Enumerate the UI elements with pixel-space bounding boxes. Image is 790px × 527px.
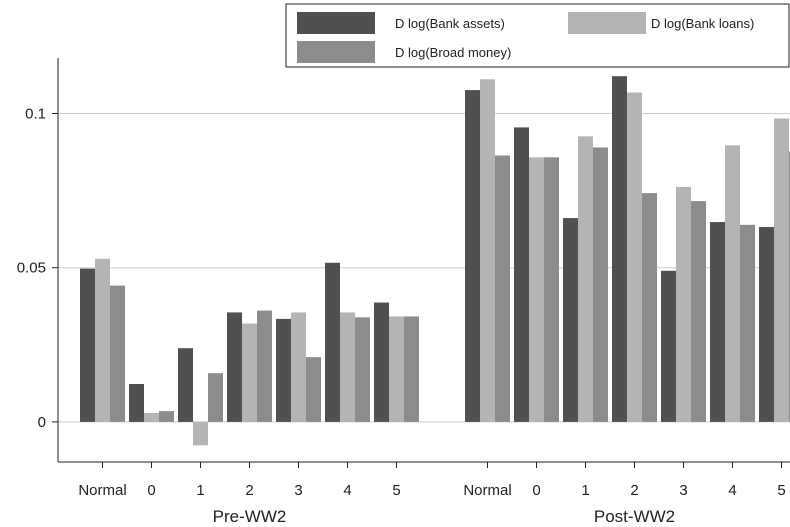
bar bbox=[110, 285, 125, 422]
bar bbox=[374, 302, 389, 422]
bar bbox=[480, 79, 495, 422]
bars bbox=[80, 76, 790, 446]
bar bbox=[612, 76, 627, 422]
y-tick-label: 0.1 bbox=[25, 106, 46, 123]
bar bbox=[325, 262, 340, 422]
y-axis-ticks: 0 0.05 0.1 bbox=[17, 106, 58, 431]
bar bbox=[774, 118, 789, 422]
bar bbox=[355, 317, 370, 422]
x-tick-label: 1 bbox=[581, 482, 589, 499]
legend-label: D log(Bank loans) bbox=[651, 16, 754, 31]
bar bbox=[257, 310, 272, 422]
bar bbox=[129, 383, 144, 422]
bar bbox=[291, 312, 306, 422]
bar bbox=[495, 155, 510, 422]
x-tick-label: 1 bbox=[196, 482, 204, 499]
bar bbox=[178, 348, 193, 422]
bar bbox=[227, 312, 242, 422]
x-tick-label: 2 bbox=[245, 482, 253, 499]
legend-swatch bbox=[568, 12, 646, 34]
bar bbox=[627, 92, 642, 422]
legend: D log(Bank assets) D log(Bank loans) D log… bbox=[285, 3, 790, 68]
bar bbox=[80, 268, 95, 422]
bar bbox=[725, 145, 740, 422]
bar bbox=[529, 157, 544, 422]
x-axis-category-labels: Normal 0 1 2 3 4 5 Normal 0 1 2 3 4 5 bbox=[78, 462, 786, 499]
x-tick-label: 3 bbox=[679, 482, 687, 499]
bar bbox=[95, 258, 110, 422]
x-axis-group-labels: Pre-WW2 Post-WW2 bbox=[213, 507, 675, 526]
bar bbox=[759, 227, 774, 422]
bar bbox=[389, 316, 404, 422]
bar bbox=[710, 222, 725, 422]
bar bbox=[691, 201, 706, 422]
bar bbox=[242, 323, 257, 422]
x-tick-label: 5 bbox=[777, 482, 785, 499]
bar bbox=[340, 312, 355, 422]
bar bbox=[144, 412, 159, 422]
bar bbox=[208, 373, 223, 422]
bar bbox=[544, 157, 559, 422]
group-label: Post-WW2 bbox=[594, 507, 675, 526]
bar bbox=[514, 127, 529, 422]
bar bbox=[661, 270, 676, 422]
legend-swatch bbox=[297, 41, 375, 63]
x-tick-label: 5 bbox=[392, 482, 400, 499]
bar bbox=[740, 224, 755, 422]
bar bbox=[306, 357, 321, 422]
bar bbox=[465, 90, 480, 422]
x-tick-label: Normal bbox=[463, 482, 511, 499]
y-tick-label: 0.05 bbox=[17, 260, 46, 277]
bar bbox=[593, 147, 608, 422]
x-tick-label: 2 bbox=[630, 482, 638, 499]
x-tick-label: 4 bbox=[728, 482, 736, 499]
y-tick-label: 0 bbox=[38, 414, 46, 431]
legend-label: D log(Bank assets) bbox=[395, 16, 505, 31]
bar bbox=[642, 193, 657, 422]
bar bbox=[676, 186, 691, 422]
legend-swatch bbox=[297, 12, 375, 34]
bar bbox=[404, 316, 419, 422]
x-tick-label: Normal bbox=[78, 482, 126, 499]
bar bbox=[578, 136, 593, 422]
x-tick-label: 4 bbox=[343, 482, 351, 499]
group-label: Pre-WW2 bbox=[213, 507, 287, 526]
plot-area bbox=[57, 58, 790, 463]
bar bbox=[563, 218, 578, 422]
x-tick-label: 0 bbox=[532, 482, 540, 499]
x-tick-label: 3 bbox=[294, 482, 302, 499]
x-tick-label: 0 bbox=[147, 482, 155, 499]
bar bbox=[276, 318, 291, 422]
bar bbox=[193, 421, 208, 446]
bar bbox=[159, 411, 174, 422]
legend-label: D log(Broad money) bbox=[395, 45, 511, 60]
